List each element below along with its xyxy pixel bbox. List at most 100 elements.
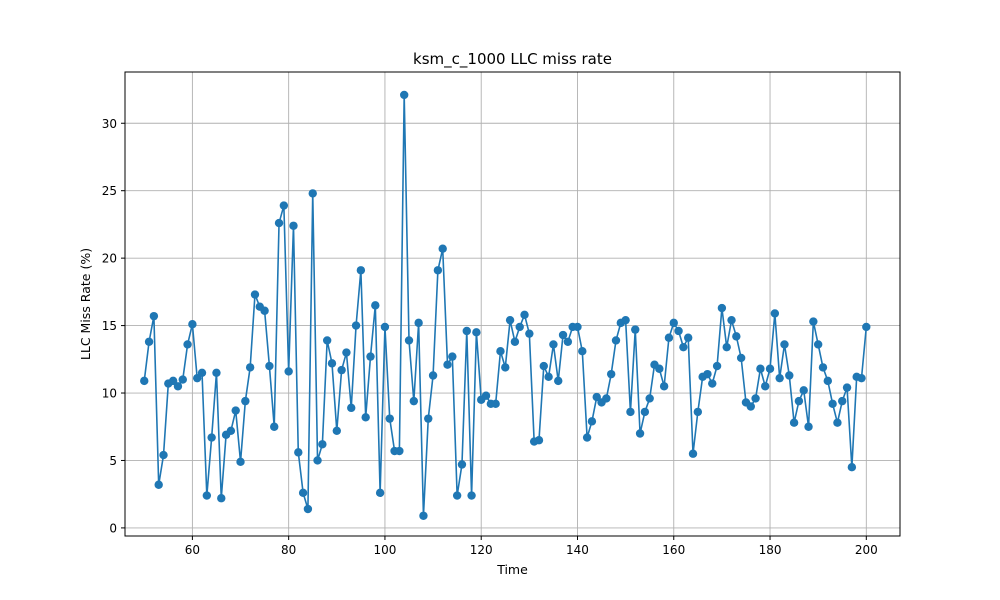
data-point xyxy=(659,382,669,391)
data-point xyxy=(173,382,183,391)
data-point xyxy=(539,361,548,371)
data-point xyxy=(168,376,178,386)
data-point xyxy=(683,333,693,342)
data-point xyxy=(144,337,154,346)
data-point xyxy=(664,333,674,342)
data-point xyxy=(226,426,236,435)
data-point xyxy=(789,418,799,427)
data-point xyxy=(491,399,500,409)
chart-title: ksm_c_1000 LLC miss rate xyxy=(413,50,612,69)
data-point xyxy=(510,337,520,346)
data-point xyxy=(838,396,847,406)
data-point xyxy=(217,494,226,503)
data-point xyxy=(337,365,346,375)
data-point xyxy=(193,373,202,383)
data-point xyxy=(833,418,842,427)
data-point xyxy=(159,450,168,460)
series-layer xyxy=(140,90,871,520)
y-tick-label: 0 xyxy=(109,521,117,535)
data-point xyxy=(640,407,650,417)
data-point xyxy=(799,386,808,395)
x-tick-label: 180 xyxy=(759,543,782,557)
data-point xyxy=(606,369,616,379)
data-point xyxy=(505,315,515,325)
data-point xyxy=(582,433,592,442)
data-point xyxy=(635,429,645,438)
y-tick-label: 10 xyxy=(102,387,117,401)
data-point xyxy=(154,480,163,489)
data-point xyxy=(770,309,780,318)
data-point xyxy=(270,422,279,431)
plot-area xyxy=(125,72,900,536)
data-point xyxy=(674,326,683,336)
data-point xyxy=(746,402,755,411)
data-point xyxy=(399,90,409,100)
data-point xyxy=(780,340,789,349)
data-point xyxy=(428,371,438,380)
data-point xyxy=(303,504,313,514)
data-point xyxy=(140,376,149,386)
data-point xyxy=(761,382,770,391)
data-point xyxy=(183,340,192,349)
data-point xyxy=(433,266,443,275)
data-point xyxy=(395,446,404,456)
data-point xyxy=(467,491,476,500)
data-point xyxy=(366,352,375,361)
data-point xyxy=(438,244,447,253)
data-point xyxy=(655,364,664,373)
data-point xyxy=(188,320,197,329)
x-tick-label: 100 xyxy=(373,543,396,557)
y-axis-label: LLC Miss Rate (%) xyxy=(78,248,93,360)
y-tick-label: 15 xyxy=(102,319,117,333)
data-point xyxy=(823,376,832,386)
y-tick-label: 30 xyxy=(102,117,117,131)
data-point xyxy=(404,336,414,345)
data-point xyxy=(525,329,534,338)
data-point xyxy=(785,371,794,380)
data-point xyxy=(356,266,366,275)
data-point xyxy=(756,364,765,373)
data-point xyxy=(385,414,394,423)
ticks: 60 80 100 120 140 160 180 200 0 5 10 15 20 25 30 xyxy=(102,117,878,557)
data-point xyxy=(587,417,597,426)
data-point xyxy=(592,392,601,402)
data-point xyxy=(544,372,553,382)
data-point xyxy=(717,303,727,313)
data-point xyxy=(327,359,337,368)
data-point xyxy=(708,379,717,388)
data-point xyxy=(602,394,611,403)
data-point xyxy=(245,363,255,372)
data-point xyxy=(265,361,274,371)
data-point xyxy=(501,363,510,372)
data-point xyxy=(452,491,462,500)
data-point xyxy=(722,342,731,352)
data-point xyxy=(289,221,298,230)
data-point xyxy=(380,322,390,332)
data-point xyxy=(274,218,284,228)
y-tick-label: 20 xyxy=(102,252,117,266)
data-point xyxy=(679,342,688,352)
data-point xyxy=(847,463,857,472)
data-point xyxy=(284,367,293,376)
data-point xyxy=(549,340,558,349)
x-tick-label: 140 xyxy=(566,543,589,557)
data-point xyxy=(578,347,587,356)
data-point xyxy=(751,394,760,403)
data-point xyxy=(351,321,361,330)
data-point xyxy=(332,426,342,435)
data-point xyxy=(809,317,818,326)
data-point xyxy=(554,376,563,386)
data-point xyxy=(813,340,823,349)
x-tick-label: 80 xyxy=(281,543,296,557)
data-point xyxy=(727,315,736,325)
data-point xyxy=(236,457,245,467)
data-point xyxy=(688,449,698,458)
data-point xyxy=(231,406,240,415)
data-point xyxy=(520,310,529,319)
data-point xyxy=(294,448,303,457)
data-point xyxy=(448,352,457,361)
data-point xyxy=(736,353,746,363)
y-tick-label: 5 xyxy=(109,454,117,468)
data-point xyxy=(212,368,221,377)
data-point xyxy=(443,360,452,369)
